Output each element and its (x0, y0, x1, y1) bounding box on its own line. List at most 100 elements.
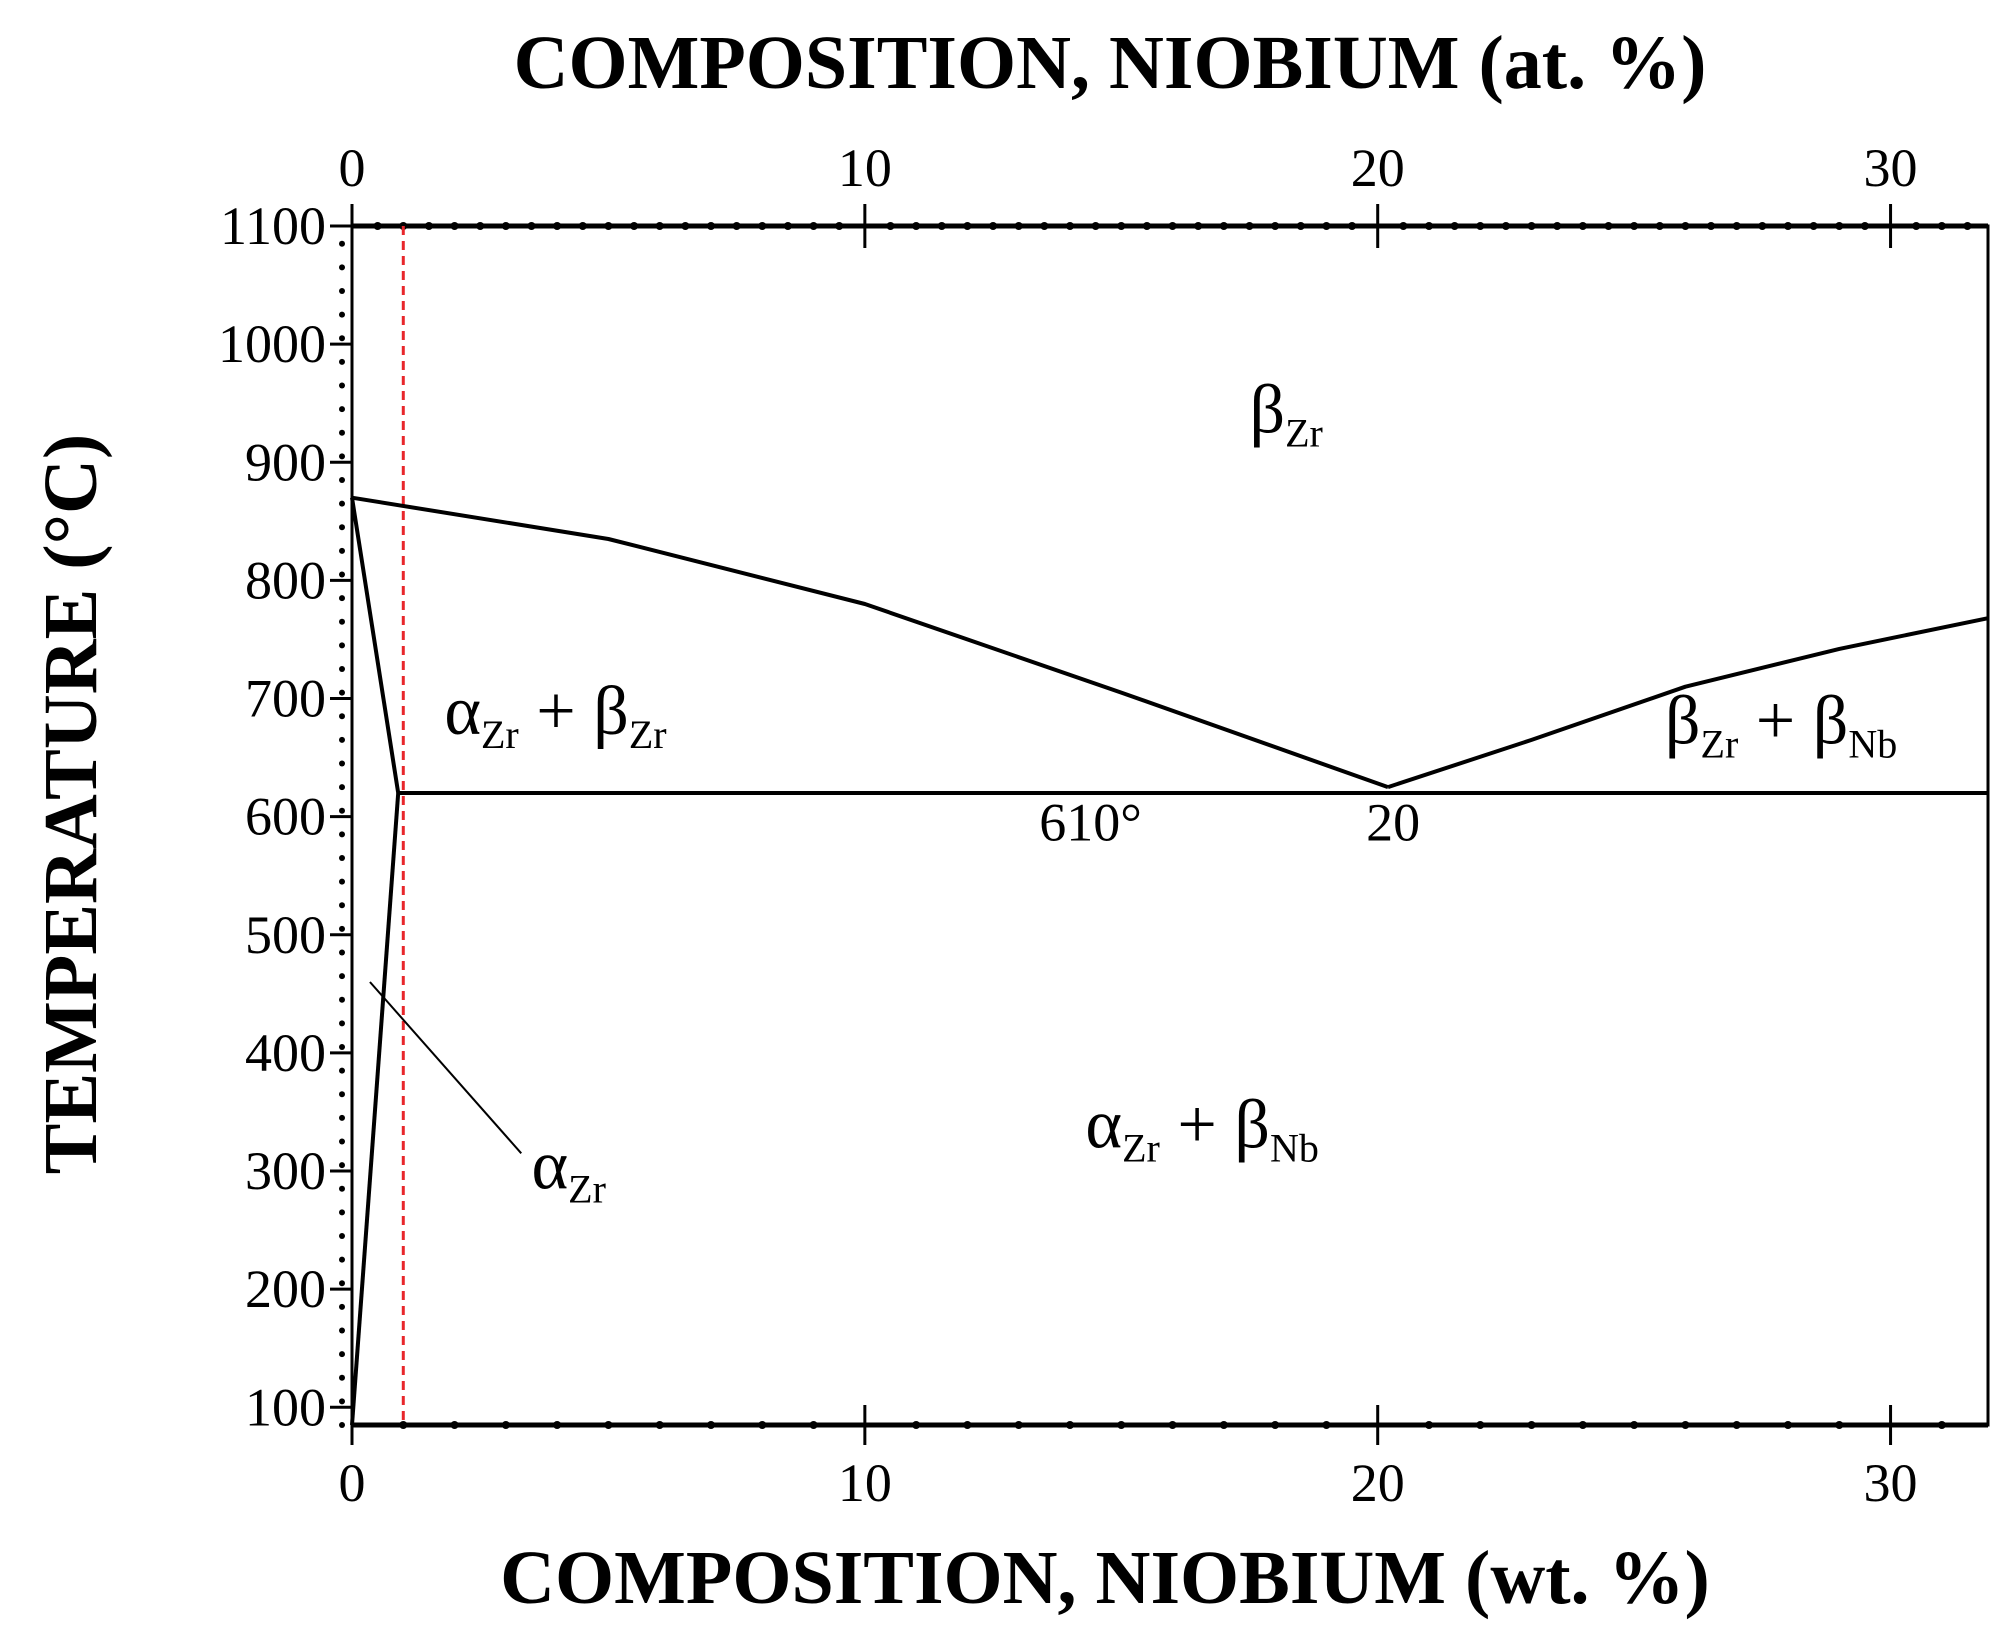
y-minor-dot (339, 335, 345, 342)
top-minor-dot (655, 222, 664, 230)
y-axis-title: TEMPERATURE (°C) (29, 434, 113, 1174)
y-minor-dot (339, 406, 345, 413)
y-minor-dot (339, 287, 345, 294)
bottom-minor-dot (912, 1421, 921, 1429)
top-minor-dot (1860, 222, 1869, 230)
boundary-alpha-solvus (350, 792, 401, 1426)
y-minor-dot (339, 429, 345, 436)
bottom-tick-label: 30 (1864, 1453, 1918, 1513)
top-minor-dot (809, 222, 818, 230)
top-minor-dot (1732, 222, 1741, 230)
y-minor-dot (339, 547, 345, 554)
top-minor-dot (1348, 222, 1357, 230)
bottom-minor-dot (706, 1421, 715, 1429)
bottom-minor-dot (758, 1421, 767, 1429)
top-minor-dot (1578, 222, 1587, 230)
top-minor-dot (630, 222, 639, 230)
bottom-minor-dot (1578, 1421, 1587, 1429)
y-minor-dot (339, 642, 345, 649)
bottom-tick-label: 10 (838, 1453, 892, 1513)
bottom-minor-dot (1065, 1421, 1074, 1429)
top-minor-dot (1014, 222, 1023, 230)
plot-frame (350, 224, 1990, 1427)
y-minor-dot (339, 689, 345, 696)
bottom-minor-dot (1527, 1421, 1536, 1429)
bottom-minor-dot (1271, 1421, 1280, 1429)
y-minor-dot (339, 571, 345, 578)
y-minor-dot (339, 1162, 345, 1169)
top-minor-dot (1245, 222, 1254, 230)
top-minor-dot (1091, 222, 1100, 230)
y-minor-dot (339, 1422, 345, 1428)
y-tick-label: 700 (245, 669, 326, 729)
y-minor-dot (339, 1091, 345, 1098)
region-label: βZr (1249, 372, 1322, 456)
bottom-minor-dot (604, 1421, 613, 1429)
top-tick-label: 10 (838, 138, 892, 198)
y-minor-dot (339, 925, 345, 932)
y-minor-dot (339, 784, 345, 791)
bottom-minor-dot (553, 1421, 562, 1429)
y-minor-dot (339, 1232, 345, 1239)
top-minor-dot (1527, 222, 1536, 230)
region-label: αZr + βZr (444, 673, 666, 757)
bottom-tick-label: 0 (339, 1453, 366, 1513)
top-minor-dot (1117, 222, 1126, 230)
y-minor-dot (339, 500, 345, 507)
bottom-minor-dot (450, 1421, 459, 1429)
top-minor-dot (758, 222, 767, 230)
top-minor-dot (835, 222, 844, 230)
boundary-beta-transus-zr-side (351, 495, 1389, 789)
top-minor-dot (1835, 222, 1844, 230)
bottom-minor-dot (399, 1421, 408, 1429)
bottom-minor-dot (1168, 1421, 1177, 1429)
top-minor-dot (1630, 222, 1639, 230)
bottom-tick-label: 20 (1351, 1453, 1405, 1513)
top-minor-dot (476, 222, 485, 230)
y-minor-dot (339, 807, 345, 814)
top-minor-dot (527, 222, 536, 230)
y-minor-dot (339, 760, 345, 767)
top-minor-dot (373, 222, 382, 230)
y-minor-dot (339, 1185, 345, 1192)
y-tick-label: 400 (245, 1023, 326, 1083)
top-minor-dot (1065, 222, 1074, 230)
y-minor-dot (339, 1067, 345, 1074)
bottom-minor-dot (1681, 1421, 1690, 1429)
y-minor-dot (339, 453, 345, 460)
y-minor-dot (339, 382, 345, 389)
top-minor-dot (912, 222, 921, 230)
y-tick-label: 1100 (220, 196, 326, 256)
y-minor-dot (339, 311, 345, 318)
y-tick-label: 900 (245, 432, 326, 492)
boundary-beta-miscibility-nb-side (1387, 616, 1989, 789)
bottom-minor-dot (809, 1421, 818, 1429)
top-minor-dot (1553, 222, 1562, 230)
bottom-minor-dot (1835, 1421, 1844, 1429)
top-minor-dot (578, 222, 587, 230)
top-minor-dot (1040, 222, 1049, 230)
y-minor-dot (339, 1020, 345, 1027)
top-minor-dot (1937, 222, 1946, 230)
top-minor-dot (1501, 222, 1510, 230)
bottom-minor-dot (1732, 1421, 1741, 1429)
top-minor-dot (1219, 222, 1228, 230)
top-minor-dot (424, 222, 433, 230)
top-minor-dot (501, 222, 510, 230)
y-minor-dot (339, 1209, 345, 1216)
top-minor-dot (783, 222, 792, 230)
bottom-minor-dot (1783, 1421, 1792, 1429)
bottom-minor-dot (1630, 1421, 1639, 1429)
y-minor-dot (339, 665, 345, 672)
top-minor-dot (1681, 222, 1690, 230)
y-tick-label: 200 (245, 1259, 326, 1319)
y-minor-dot (339, 1043, 345, 1050)
top-minor-dot (989, 222, 998, 230)
annotation: 610° (1039, 792, 1142, 852)
top-minor-dot (604, 222, 613, 230)
top-minor-dot (1142, 222, 1151, 230)
y-tick-label: 100 (245, 1377, 326, 1437)
y-minor-dot (339, 1138, 345, 1145)
top-minor-dot (1604, 222, 1613, 230)
